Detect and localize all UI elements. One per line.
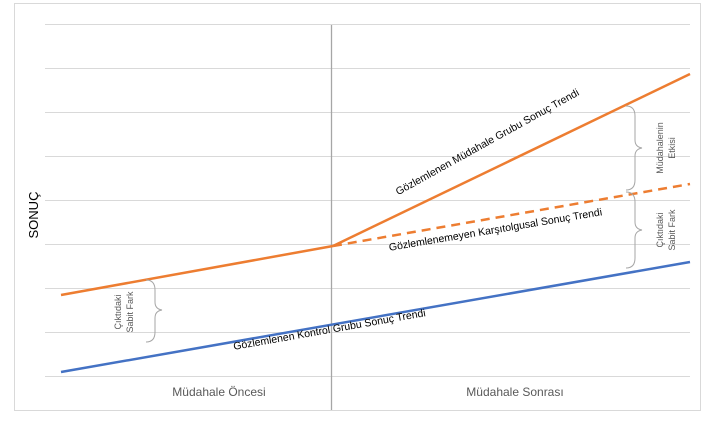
counterfactual-trend-line [332,182,691,248]
pre-difference-label-line1: Çıktıdaki [113,294,123,329]
treatment-trend-line-post [332,72,691,248]
gridlines [45,24,690,377]
effect-label-line1: Müdahalenin [655,122,665,174]
post-difference-label-line1: Çıktıdaki [655,212,665,247]
x-label-after: Müdahale Sonrası [466,385,563,399]
pre-difference-brace [145,279,163,343]
x-label-before: Müdahale Öncesi [172,385,265,399]
effect-label-line2: Etkisi [667,137,677,159]
y-axis-label: SONUÇ [26,192,41,239]
control-trend-line [60,260,691,374]
pre-difference-label-line2: Sabit Fark [125,291,135,333]
effect-brace [625,105,643,191]
treatment-trend-line-pre [60,244,334,297]
chart-border [14,3,701,411]
post-difference-brace [625,191,643,269]
post-difference-label-line2: Sabit Fark [667,209,677,251]
